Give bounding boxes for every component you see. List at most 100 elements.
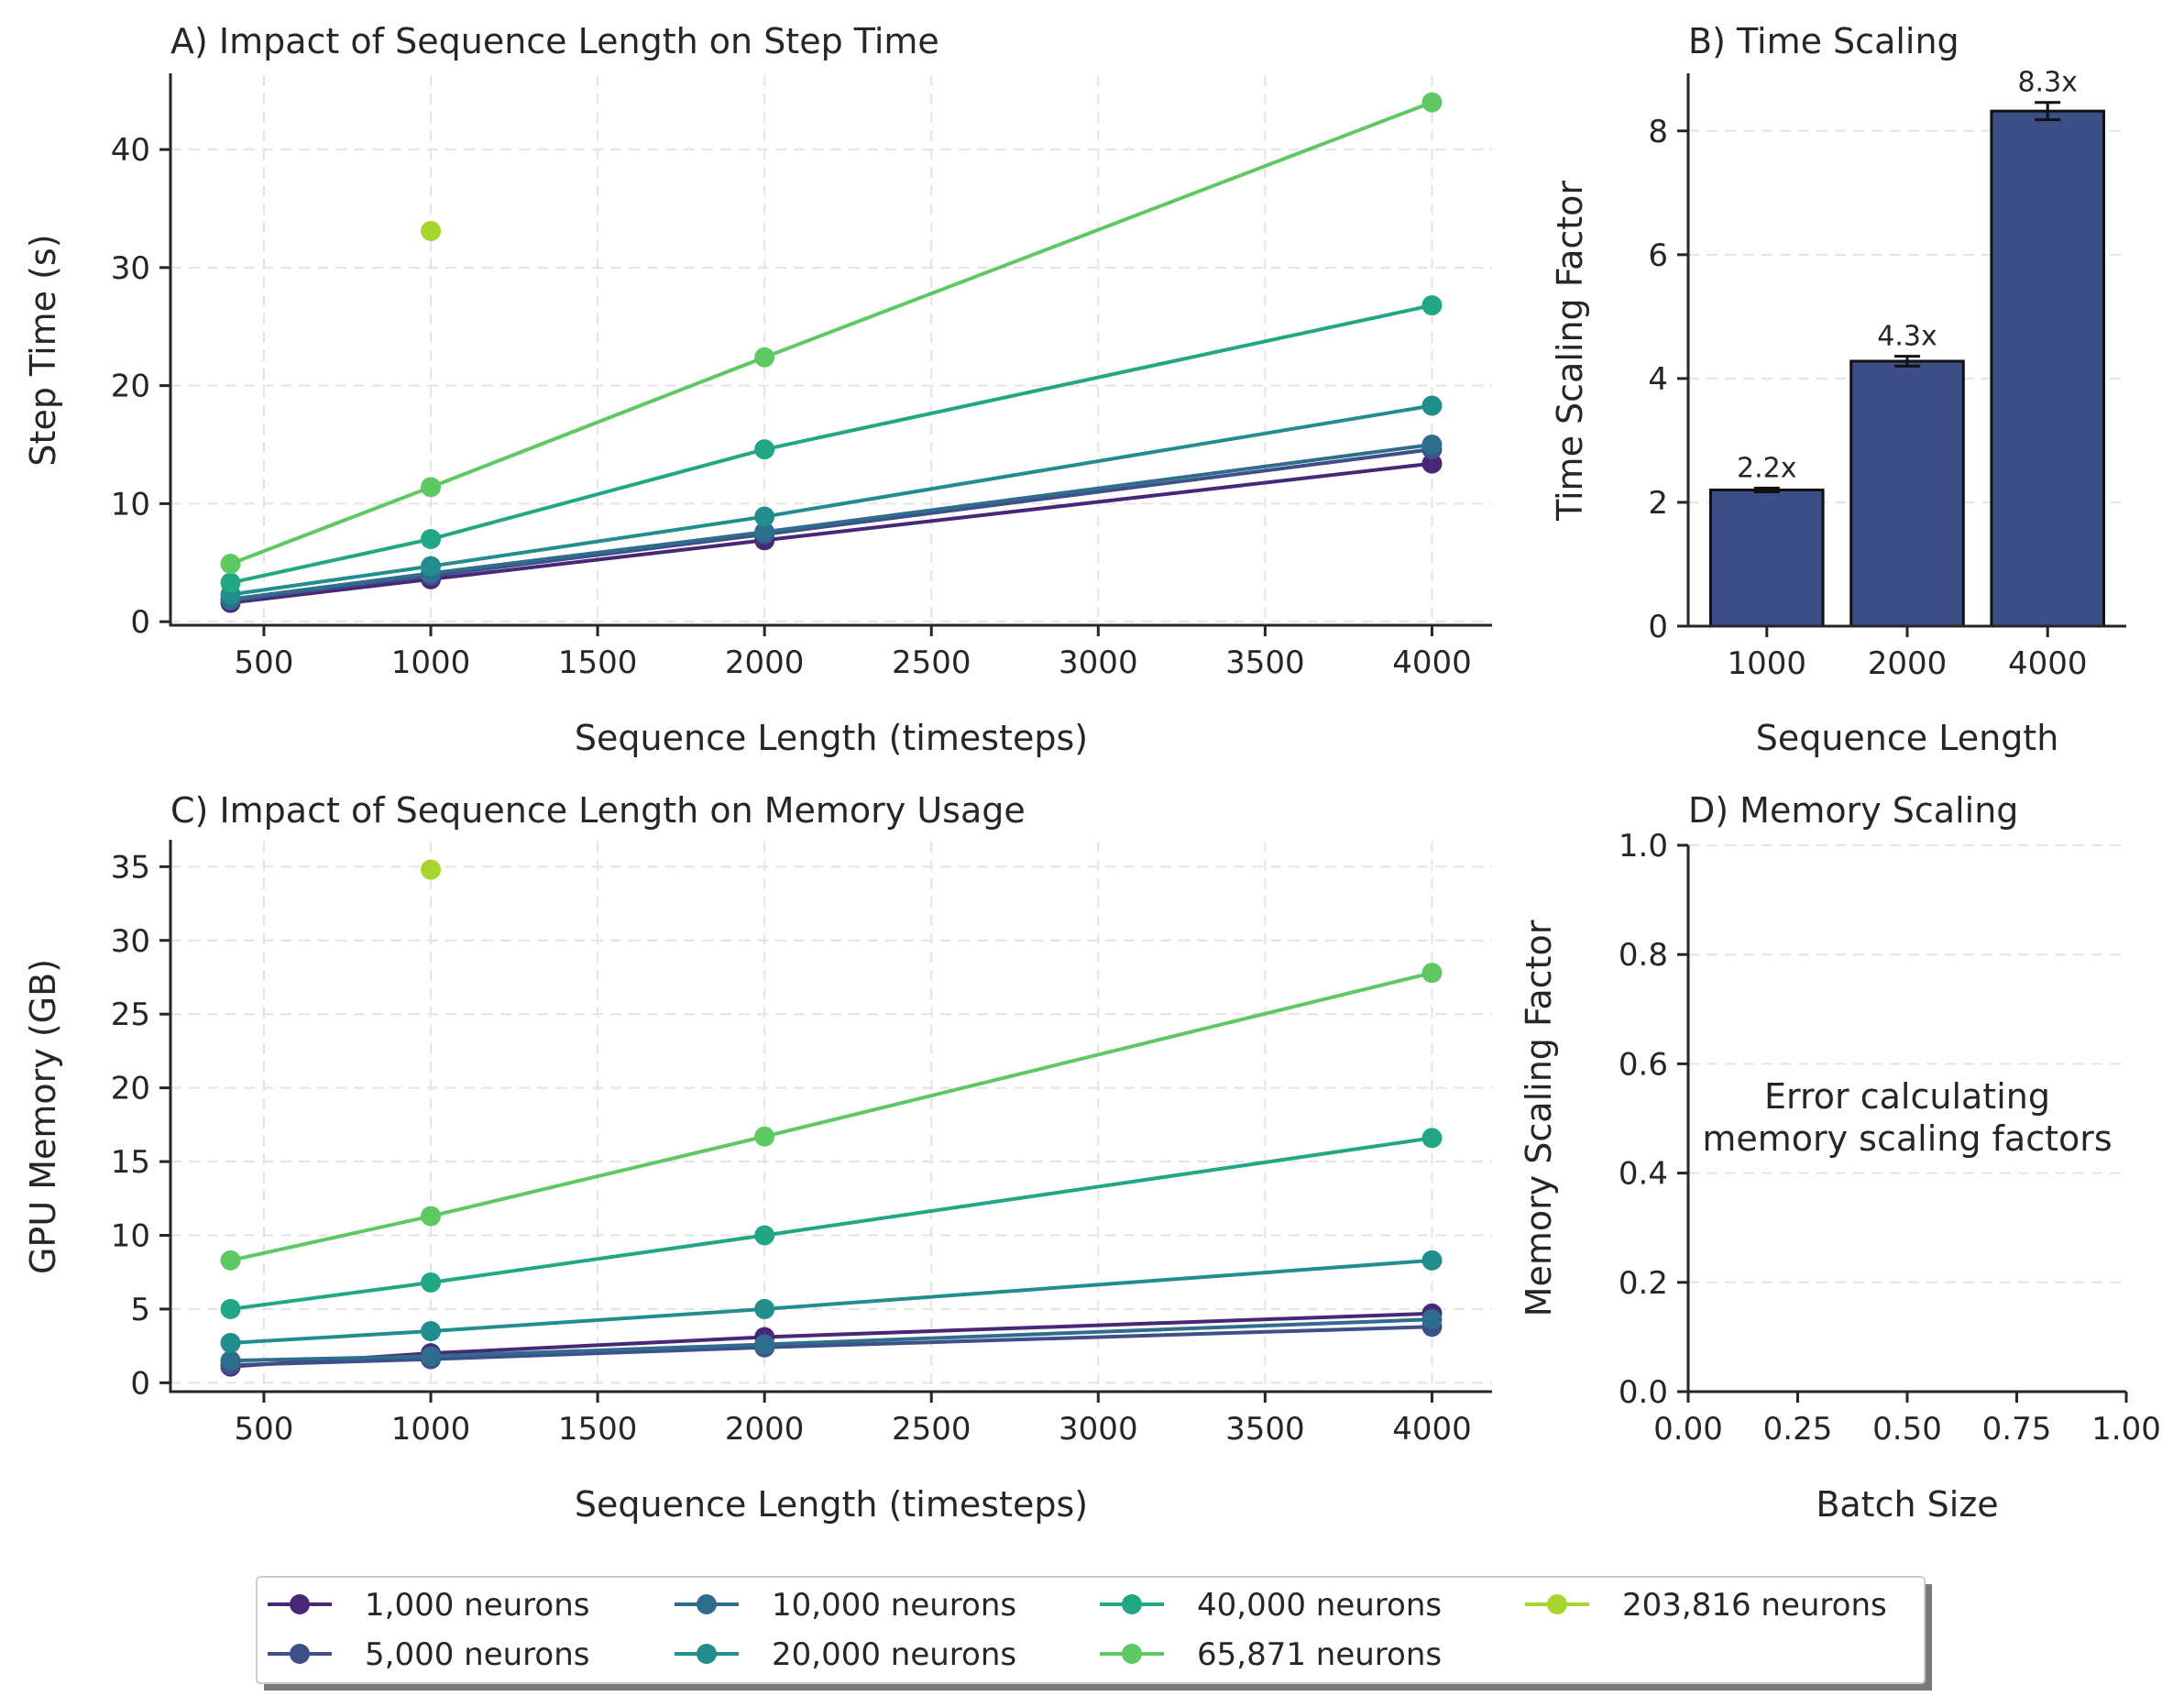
series-65-871-neurons <box>220 963 1443 1271</box>
series-line <box>230 1317 1432 1363</box>
panel-title: A) Impact of Sequence Length on Step Tim… <box>170 21 939 61</box>
data-point <box>421 556 442 577</box>
x-tick-label: 2000 <box>1868 645 1948 682</box>
data-point <box>1421 92 1443 113</box>
series-line <box>230 403 1432 597</box>
data-point <box>421 1272 442 1293</box>
y-tick-label: 25 <box>111 997 150 1033</box>
legend-entry: 5,000 neurons <box>268 1636 589 1673</box>
y-tick-label: 15 <box>111 1144 150 1181</box>
y-tick-label: 20 <box>111 369 150 405</box>
y-tick-label: 4 <box>1648 361 1668 398</box>
data-point <box>754 439 775 460</box>
data-point <box>220 1350 241 1371</box>
series-line <box>230 971 1432 1262</box>
legend-label: 10,000 neurons <box>772 1587 1016 1624</box>
data-point <box>421 529 442 550</box>
panel-title: D) Memory Scaling <box>1688 790 2018 831</box>
x-tick-label: 1000 <box>1728 645 1807 682</box>
legend-entry: 1,000 neurons <box>268 1587 589 1624</box>
axes-spine <box>169 840 1492 1393</box>
x-tick-label: 4000 <box>1392 1411 1472 1448</box>
panel-memory-scaling: 0.0 0.2 0.4 0.6 0.8 1.0 0.00 0.25 0.50 0.75 1.00 Er… <box>1519 790 2161 1525</box>
y-tick-label: 2 <box>1648 485 1668 522</box>
series-line <box>230 303 1432 585</box>
y-tick-label: 5 <box>130 1292 150 1328</box>
data-point <box>220 572 241 593</box>
series-1-000-neurons <box>220 1303 1443 1377</box>
series-203-816-neurons <box>421 220 442 241</box>
y-tick-label: 0.6 <box>1619 1046 1668 1083</box>
data-point <box>1421 1250 1443 1271</box>
y-tick-label: 0.2 <box>1619 1265 1668 1302</box>
y-tick-label: 1.0 <box>1619 828 1668 865</box>
series-203-816-neurons <box>421 859 442 880</box>
y-tick-label: 0.4 <box>1619 1156 1668 1193</box>
series-65-871-neurons <box>220 92 1443 575</box>
data-point <box>1421 1128 1443 1149</box>
legend-label: 40,000 neurons <box>1197 1587 1442 1624</box>
x-tick-label: 0.75 <box>1982 1411 2052 1448</box>
data-point <box>421 1321 442 1342</box>
y-tick-label: 10 <box>111 1217 150 1254</box>
panel-title: C) Impact of Sequence Length on Memory U… <box>170 790 1026 831</box>
y-tick-label: 0 <box>130 604 150 641</box>
legend-entry: 203,816 neurons <box>1525 1587 1887 1624</box>
x-axis-label: Sequence Length (timesteps) <box>575 1484 1088 1525</box>
bar <box>1990 109 2105 628</box>
y-tick-label: 30 <box>111 923 150 960</box>
x-tick-label: 500 <box>235 1411 294 1448</box>
y-tick-label: 0 <box>1648 609 1668 645</box>
y-tick-label: 0.0 <box>1619 1374 1668 1411</box>
legend-label: 5,000 neurons <box>365 1636 589 1673</box>
data-point <box>1421 963 1443 984</box>
bar-value-label: 4.3x <box>1877 321 1937 353</box>
series-line <box>230 443 1432 601</box>
data-point <box>1421 453 1443 474</box>
data-point <box>220 1250 241 1271</box>
data-point <box>1421 295 1443 316</box>
legend-label: 65,871 neurons <box>1197 1636 1442 1673</box>
data-point <box>421 1346 442 1367</box>
legend-marker <box>1547 1594 1567 1614</box>
legend: 1,000 neurons 5,000 neurons 10,000 neurons… <box>256 1576 1932 1690</box>
data-point <box>754 1225 775 1246</box>
axes-spine <box>1686 73 2126 628</box>
legend-marker <box>697 1644 717 1664</box>
y-tick-label: 30 <box>111 250 150 287</box>
y-tick-label: 6 <box>1648 237 1668 274</box>
data-point <box>220 554 241 575</box>
legend-marker <box>1122 1644 1142 1664</box>
x-tick-label: 500 <box>235 644 294 681</box>
series-20-000-neurons <box>220 395 1443 605</box>
series-line <box>230 1258 1432 1345</box>
y-tick-label: 8 <box>1648 114 1668 150</box>
x-tick-label: 2000 <box>725 1411 805 1448</box>
x-tick-label: 1500 <box>558 644 638 681</box>
legend-entry: 40,000 neurons <box>1100 1587 1442 1624</box>
data-point <box>1421 1309 1443 1330</box>
y-tick-label: 20 <box>111 1071 150 1107</box>
legend-entry: 20,000 neurons <box>675 1636 1016 1673</box>
data-point <box>421 1206 442 1227</box>
bar <box>1849 359 1965 628</box>
x-tick-label: 2500 <box>892 644 971 681</box>
y-tick-label: 0.8 <box>1619 937 1668 974</box>
x-tick-label: 0.25 <box>1763 1411 1833 1448</box>
x-tick-label: 1000 <box>391 1411 471 1448</box>
series-line <box>229 100 1433 566</box>
x-tick-label: 2000 <box>725 644 805 681</box>
y-axis-label: Step Time (s) <box>23 234 63 466</box>
x-tick-label: 0.00 <box>1653 1411 1723 1448</box>
series-line <box>230 1325 1432 1368</box>
y-tick-label: 10 <box>111 486 150 523</box>
data-point <box>220 1298 241 1319</box>
legend-marker <box>290 1594 310 1614</box>
axes-spine <box>169 73 1492 627</box>
series-line <box>230 461 1432 605</box>
x-tick-label: 4000 <box>2008 645 2088 682</box>
panel-title: B) Time Scaling <box>1688 21 1959 61</box>
data-point <box>754 347 775 368</box>
x-tick-label: 0.50 <box>1872 1411 1942 1448</box>
x-axis-label: Batch Size <box>1816 1484 1998 1525</box>
